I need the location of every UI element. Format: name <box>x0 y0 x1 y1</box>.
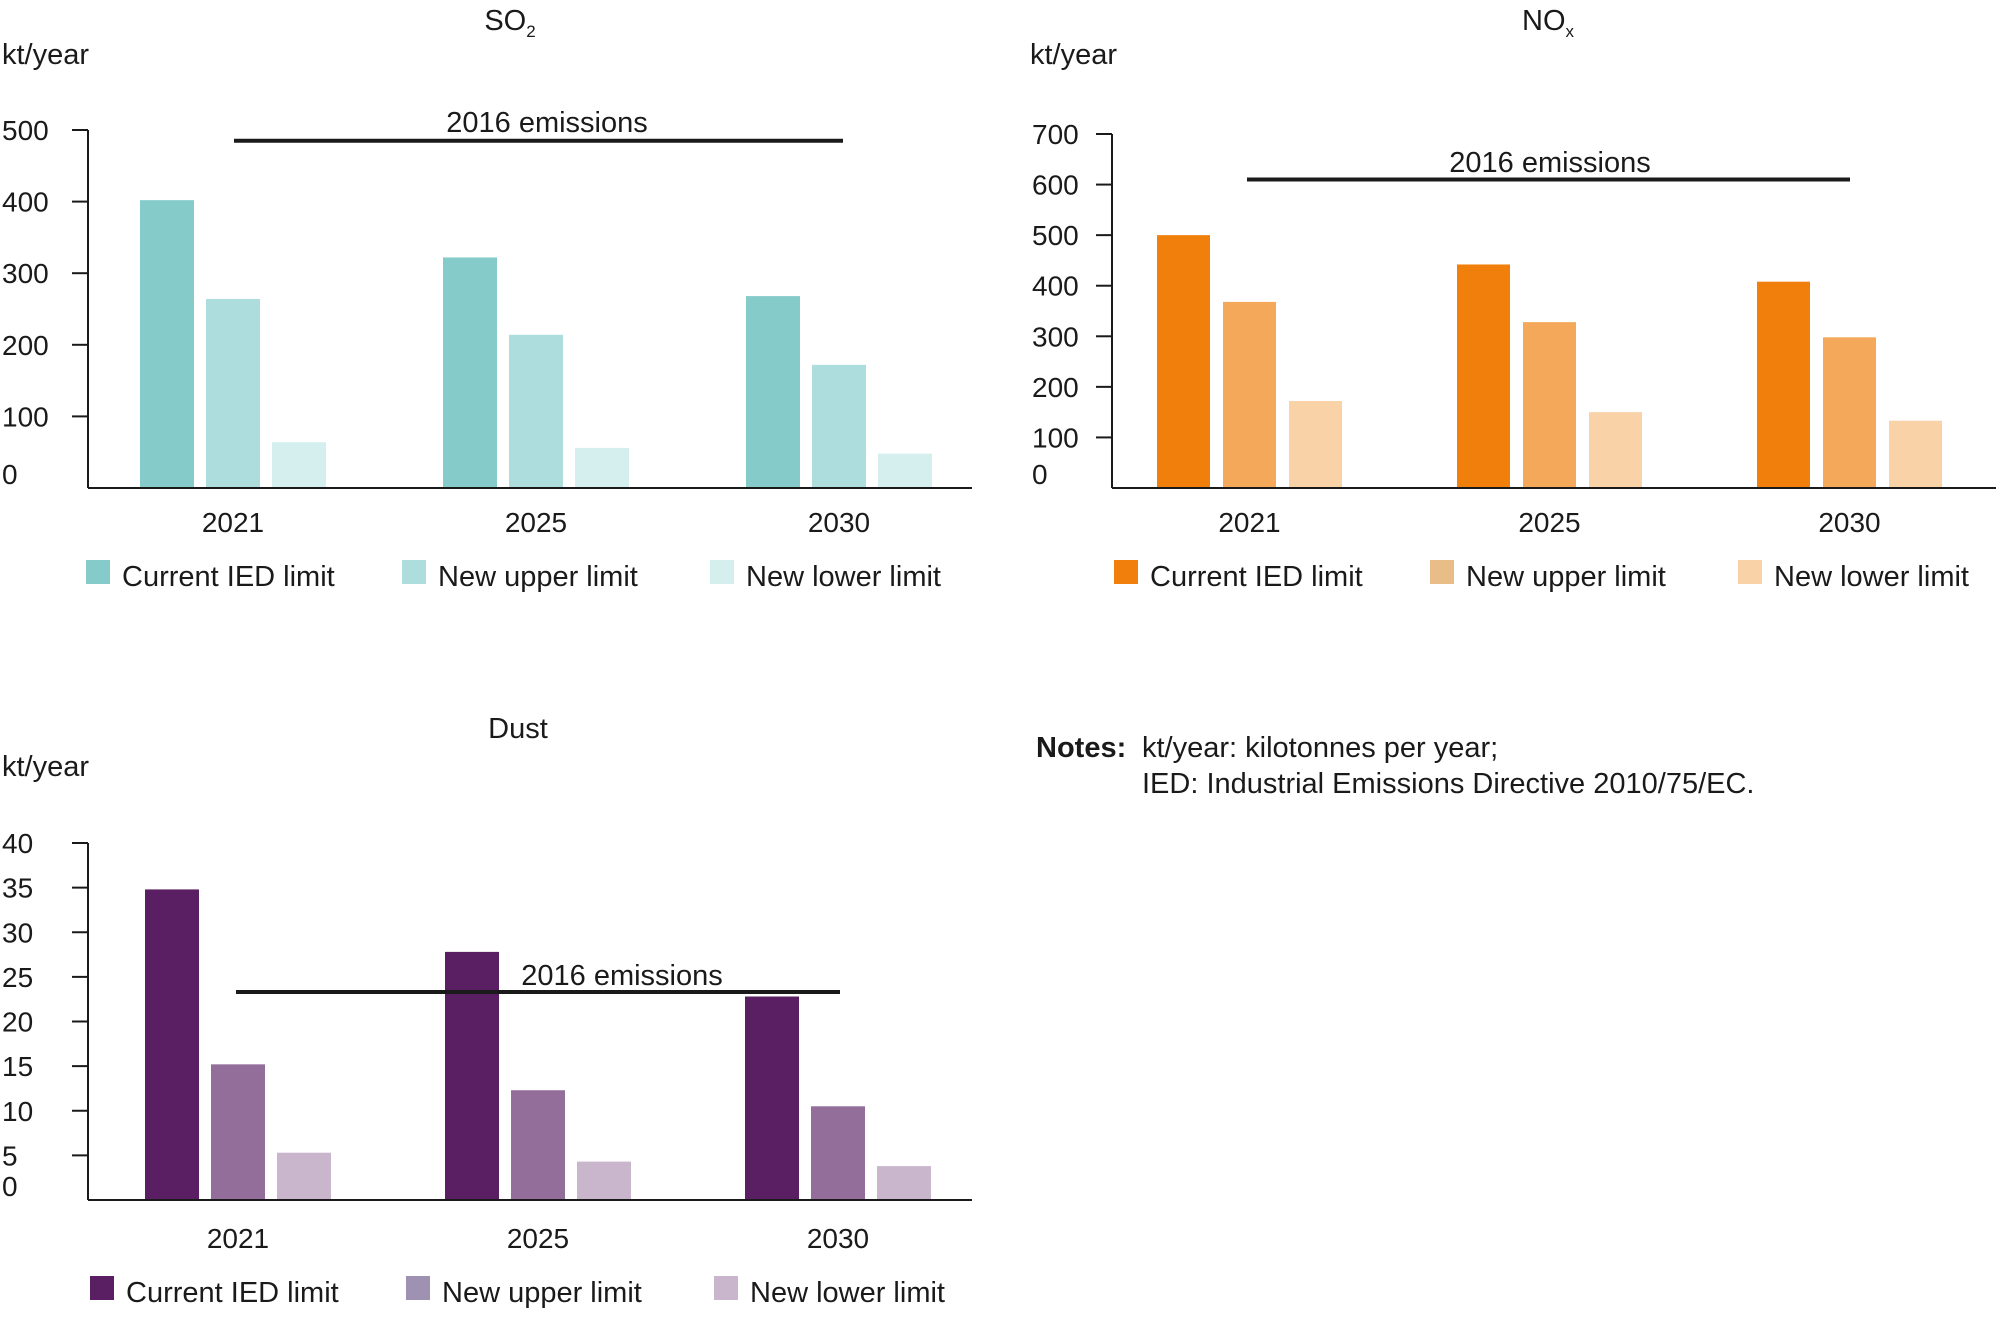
bar-1-2025-0 <box>1457 264 1510 487</box>
reference-line-label-2: 2016 emissions <box>521 960 723 992</box>
bar-1-2025-1 <box>1523 322 1576 487</box>
y-tick-label-2-30: 30 <box>2 917 33 948</box>
bar-1-2030-0 <box>1757 281 1810 487</box>
legend-label-2-0: Current IED limit <box>126 1277 339 1309</box>
bar-0-2021-2 <box>272 442 326 487</box>
y-tick-label-0-400: 400 <box>2 187 49 218</box>
bar-2-2030-2 <box>877 1166 931 1199</box>
bar-1-2021-1 <box>1223 301 1276 487</box>
y-tick-label-1-200: 200 <box>1032 372 1079 403</box>
legend-label-0-1: New upper limit <box>438 561 638 593</box>
bar-0-2021-0 <box>140 200 194 487</box>
legend-label-1-0: Current IED limit <box>1150 561 1363 593</box>
bar-1-2021-0 <box>1157 235 1210 487</box>
y-tick-label-0-100: 100 <box>2 401 49 432</box>
y-tick-label-0-0: 0 <box>2 459 18 490</box>
legend-label-2-2: New lower limit <box>750 1277 945 1309</box>
y-tick-label-0-300: 300 <box>2 258 49 289</box>
legend-label-2-1: New upper limit <box>442 1277 642 1309</box>
category-label-2-2025: 2025 <box>507 1223 569 1254</box>
legend-swatch-2-1 <box>406 1276 430 1300</box>
y-tick-label-2-15: 15 <box>2 1051 33 1082</box>
legend-swatch-1-2 <box>1738 560 1762 584</box>
legend-swatch-1-1 <box>1430 560 1454 584</box>
bar-2-2030-1 <box>811 1106 865 1199</box>
y-tick-label-2-35: 35 <box>2 873 33 904</box>
y-tick-label-1-600: 600 <box>1032 170 1079 201</box>
y-tick-label-2-20: 20 <box>2 1007 33 1038</box>
y-axis-label-0: kt/year <box>2 39 89 71</box>
y-tick-label-2-25: 25 <box>2 962 33 993</box>
legend-swatch-2-0 <box>90 1276 114 1300</box>
chart-title-1: NOx <box>1522 5 1575 41</box>
category-label-1-2025: 2025 <box>1518 507 1580 538</box>
category-label-1-2021: 2021 <box>1218 507 1280 538</box>
notes-block: Notes: kt/year: kilotonnes per year; IED… <box>1036 730 1754 802</box>
category-label-0-2025: 2025 <box>505 507 567 538</box>
chart-title-subscript-1: x <box>1566 22 1575 41</box>
y-tick-label-0-500: 500 <box>2 115 49 146</box>
bar-0-2030-1 <box>812 364 866 487</box>
bar-1-2021-2 <box>1289 401 1342 487</box>
category-label-0-2030: 2030 <box>808 507 870 538</box>
legend-swatch-1-0 <box>1114 560 1138 584</box>
legend-swatch-2-2 <box>714 1276 738 1300</box>
legend-label-0-0: Current IED limit <box>122 561 335 593</box>
legend-label-0-2: New lower limit <box>746 561 941 593</box>
bar-2-2021-1 <box>211 1064 265 1199</box>
bar-2-2025-2 <box>577 1161 631 1199</box>
category-label-2-2030: 2030 <box>807 1223 869 1254</box>
bar-0-2025-2 <box>575 447 629 487</box>
notes-label: Notes: <box>1036 732 1127 764</box>
reference-line-label-0: 2016 emissions <box>446 107 648 139</box>
reference-line-label-1: 2016 emissions <box>1449 147 1651 179</box>
legend-label-1-1: New upper limit <box>1466 561 1666 593</box>
notes-line-2: IED: Industrial Emissions Directive 2010… <box>1142 768 1755 800</box>
bar-0-2025-0 <box>443 257 497 487</box>
y-tick-label-2-5: 5 <box>2 1140 18 1171</box>
bar-2-2025-0 <box>445 951 499 1199</box>
y-tick-label-1-700: 700 <box>1032 119 1079 150</box>
legend-swatch-0-2 <box>710 560 734 584</box>
bar-2-2025-1 <box>511 1090 565 1199</box>
y-tick-label-1-300: 300 <box>1032 321 1079 352</box>
y-axis-label-2: kt/year <box>2 751 89 783</box>
y-tick-label-0-200: 200 <box>2 330 49 361</box>
category-label-2-2021: 2021 <box>207 1223 269 1254</box>
y-tick-label-2-0: 0 <box>2 1171 18 1202</box>
y-tick-label-2-10: 10 <box>2 1096 33 1127</box>
chart-title-0: SO2 <box>484 5 535 41</box>
bar-2-2030-0 <box>745 996 799 1199</box>
chart-title-2: Dust <box>488 713 548 745</box>
legend-swatch-0-1 <box>402 560 426 584</box>
bar-0-2021-1 <box>206 298 260 487</box>
y-tick-label-1-100: 100 <box>1032 422 1079 453</box>
category-label-1-2030: 2030 <box>1818 507 1880 538</box>
y-axis-label-1: kt/year <box>1030 39 1117 71</box>
y-tick-label-1-400: 400 <box>1032 271 1079 302</box>
bar-0-2030-2 <box>878 453 932 487</box>
y-tick-label-2-40: 40 <box>2 828 33 859</box>
bar-2-2021-0 <box>145 889 199 1199</box>
bar-1-2030-2 <box>1889 420 1942 487</box>
bar-0-2030-0 <box>746 296 800 487</box>
bar-2-2021-2 <box>277 1152 331 1199</box>
chart-title-subscript-0: 2 <box>526 22 535 41</box>
legend-swatch-0-0 <box>86 560 110 584</box>
notes-line-1: kt/year: kilotonnes per year; <box>1142 732 1499 764</box>
bar-0-2025-1 <box>509 334 563 487</box>
y-tick-label-1-500: 500 <box>1032 220 1079 251</box>
legend-label-1-2: New lower limit <box>1774 561 1969 593</box>
bar-1-2025-2 <box>1589 412 1642 487</box>
bar-1-2030-1 <box>1823 337 1876 487</box>
y-tick-label-1-0: 0 <box>1032 459 1048 490</box>
category-label-0-2021: 2021 <box>202 507 264 538</box>
